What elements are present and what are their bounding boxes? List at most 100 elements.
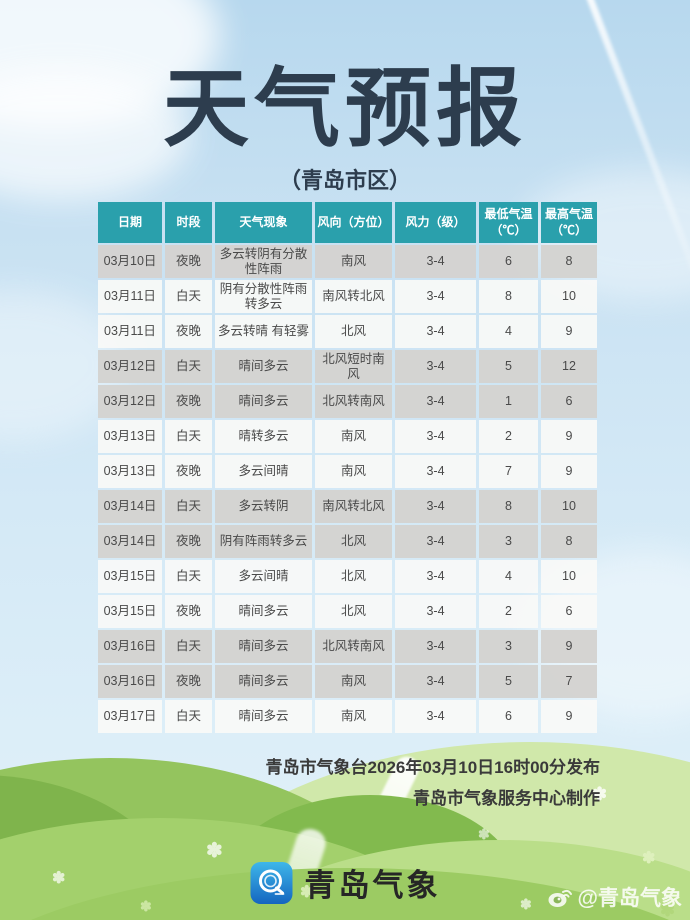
wind-dir-cell: 南风	[315, 420, 392, 453]
page-subtitle: （青岛市区）	[278, 168, 411, 193]
column-header: 时段	[165, 202, 212, 243]
wind-force-cell: 3-4	[395, 525, 476, 558]
period-cell: 夜晚	[165, 525, 212, 558]
date-cell: 03月14日	[98, 525, 162, 558]
page-title: 天气预报	[163, 61, 527, 157]
wind-force-cell: 3-4	[395, 350, 476, 383]
table-row: 03月11日 夜晚 多云转晴 有轻雾 北风 3-4 4 9	[98, 315, 597, 348]
weather-cell: 晴间多云	[215, 350, 312, 383]
wind-dir-cell: 南风	[315, 455, 392, 488]
date-cell: 03月12日	[98, 385, 162, 418]
table-row: 03月11日 白天 阴有分散性阵雨转多云 南风转北风 3-4 8 10	[98, 280, 597, 313]
issued-line: 青岛市气象台2026年03月10日16时00分发布	[265, 758, 600, 777]
period-cell: 白天	[165, 630, 212, 663]
date-cell: 03月15日	[98, 595, 162, 628]
wind-force-cell: 3-4	[395, 490, 476, 523]
tmax-cell: 9	[541, 455, 597, 488]
flower-decor	[642, 848, 655, 868]
table-row: 03月14日 白天 多云转阴 南风转北风 3-4 8 10	[98, 490, 597, 523]
tmax-cell: 9	[541, 630, 597, 663]
table-row: 03月13日 白天 晴转多云 南风 3-4 2 9	[98, 420, 597, 453]
tmax-cell: 8	[541, 245, 597, 278]
wind-dir-cell: 北风	[315, 595, 392, 628]
weather-cell: 晴间多云	[215, 700, 312, 733]
period-cell: 白天	[165, 280, 212, 313]
wind-force-cell: 3-4	[395, 630, 476, 663]
period-cell: 白天	[165, 350, 212, 383]
wind-dir-cell: 北风短时南风	[315, 350, 392, 383]
date-cell: 03月15日	[98, 560, 162, 593]
weather-cell: 晴间多云	[215, 665, 312, 698]
date-cell: 03月14日	[98, 490, 162, 523]
weibo-icon	[548, 889, 572, 907]
date-cell: 03月16日	[98, 630, 162, 663]
flower-decor	[52, 868, 65, 888]
tmin-cell: 5	[479, 350, 538, 383]
tmax-cell: 6	[541, 595, 597, 628]
tmax-cell: 8	[541, 525, 597, 558]
weather-cell: 多云转阴	[215, 490, 312, 523]
wind-dir-cell: 北风	[315, 525, 392, 558]
column-header: 天气现象	[215, 202, 312, 243]
period-cell: 白天	[165, 490, 212, 523]
wind-force-cell: 3-4	[395, 665, 476, 698]
table-row: 03月10日 夜晚 多云转阴有分散性阵雨 南风 3-4 6 8	[98, 245, 597, 278]
flower-decor	[478, 826, 490, 843]
period-cell: 夜晚	[165, 455, 212, 488]
column-header: 最低气温（℃）	[479, 202, 538, 243]
table-header-row: 日期 时段 天气现象 风向（方位） 风力（级） 最低气温（℃） 最高气温（℃）	[98, 202, 597, 243]
wind-force-cell: 3-4	[395, 315, 476, 348]
period-cell: 白天	[165, 700, 212, 733]
table-row: 03月12日 白天 晴间多云 北风短时南风 3-4 5 12	[98, 350, 597, 383]
period-cell: 夜晚	[165, 315, 212, 348]
wind-dir-cell: 北风转南风	[315, 385, 392, 418]
tmin-cell: 6	[479, 245, 538, 278]
tmin-cell: 4	[479, 315, 538, 348]
wind-force-cell: 3-4	[395, 245, 476, 278]
tmax-cell: 9	[541, 700, 597, 733]
flower-decor	[206, 838, 223, 863]
wind-force-cell: 3-4	[395, 455, 476, 488]
tmin-cell: 3	[479, 630, 538, 663]
weibo-watermark: @青岛气象	[547, 882, 682, 912]
brand-lockup: 青岛气象	[250, 860, 441, 905]
period-cell: 夜晚	[165, 595, 212, 628]
wind-force-cell: 3-4	[395, 280, 476, 313]
tmax-cell: 9	[541, 420, 597, 453]
weather-cell: 晴转多云	[215, 420, 312, 453]
weather-cell: 多云转阴有分散性阵雨	[215, 245, 312, 278]
table-row: 03月15日 夜晚 晴间多云 北风 3-4 2 6	[98, 595, 597, 628]
tmin-cell: 7	[479, 455, 538, 488]
date-cell: 03月11日	[98, 315, 162, 348]
forecast-table: 日期 时段 天气现象 风向（方位） 风力（级） 最低气温（℃） 最高气温（℃） 03月10日…	[95, 200, 600, 735]
date-cell: 03月13日	[98, 420, 162, 453]
wind-dir-cell: 南风转北风	[315, 490, 392, 523]
wind-force-cell: 3-4	[395, 560, 476, 593]
weather-cell: 晴间多云	[215, 630, 312, 663]
weather-cell: 阴有分散性阵雨转多云	[215, 280, 312, 313]
table-row: 03月15日 白天 多云间晴 北风 3-4 4 10	[98, 560, 597, 593]
tmin-cell: 5	[479, 665, 538, 698]
watermark-handle: @青岛气象	[577, 887, 682, 910]
date-cell: 03月12日	[98, 350, 162, 383]
date-cell: 03月17日	[98, 700, 162, 733]
wind-dir-cell: 北风	[315, 315, 392, 348]
tmin-cell: 4	[479, 560, 538, 593]
weather-cell: 晴间多云	[215, 595, 312, 628]
tmin-cell: 2	[479, 420, 538, 453]
tmin-cell: 6	[479, 700, 538, 733]
wind-force-cell: 3-4	[395, 385, 476, 418]
column-header: 风力（级）	[395, 202, 476, 243]
flower-decor	[520, 896, 532, 913]
weather-cell: 多云转晴 有轻雾	[215, 315, 312, 348]
period-cell: 夜晚	[165, 665, 212, 698]
date-cell: 03月11日	[98, 280, 162, 313]
table-row: 03月17日 白天 晴间多云 南风 3-4 6 9	[98, 700, 597, 733]
brand-name: 青岛气象	[304, 868, 441, 903]
wind-dir-cell: 南风	[315, 700, 392, 733]
column-header: 日期	[98, 202, 162, 243]
tmax-cell: 7	[541, 665, 597, 698]
tmin-cell: 2	[479, 595, 538, 628]
wind-force-cell: 3-4	[395, 420, 476, 453]
weather-cell: 阴有阵雨转多云	[215, 525, 312, 558]
